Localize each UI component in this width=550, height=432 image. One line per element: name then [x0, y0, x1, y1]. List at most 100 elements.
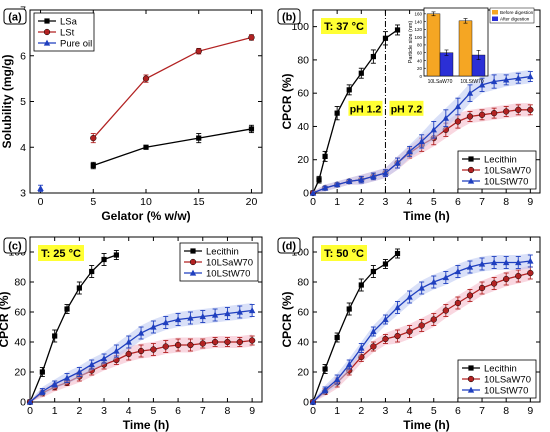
inset-bar — [426, 13, 441, 77]
x-axis-title: Time (h) — [403, 418, 449, 432]
data-point — [503, 275, 510, 283]
y-tick-label: 3 — [20, 188, 26, 200]
series-10lstw70 — [309, 69, 534, 196]
data-point — [382, 335, 389, 343]
data-point — [334, 110, 340, 116]
data-point — [466, 113, 474, 120]
data-point — [478, 284, 486, 292]
panel-tag-box — [277, 237, 301, 254]
panel-tag-box — [3, 8, 27, 25]
x-tick-label: 9 — [249, 405, 255, 417]
data-point — [346, 87, 352, 93]
data-point — [76, 368, 83, 375]
x-tick-label: 2 — [76, 405, 82, 417]
y-tick-label: 80 — [297, 277, 309, 289]
panel-b: 0 1 2 3 4 5 6 7 8 9 0 20 40 60 80 100 Time (h) CPCR (%) (b… — [277, 7, 541, 223]
ph-label-1: pH 1.2 — [350, 103, 382, 115]
legend-swatch-marker — [468, 156, 474, 162]
data-point — [51, 380, 58, 387]
legend-label: 10LStW70 — [484, 386, 528, 397]
data-point — [358, 344, 365, 351]
series-lst — [90, 34, 255, 144]
data-point — [382, 169, 389, 176]
data-point — [442, 274, 450, 281]
y-tick-label: 0 — [303, 188, 309, 200]
data-point — [454, 268, 462, 275]
data-point — [321, 184, 329, 191]
data-point — [382, 316, 389, 323]
y-axis-title: CPCR (%) — [280, 291, 294, 347]
data-point — [248, 126, 255, 132]
data-point — [199, 313, 206, 320]
y-tick-label: 20 — [297, 367, 309, 379]
data-point — [346, 361, 353, 368]
data-point — [515, 272, 522, 280]
series-lecithin — [310, 24, 401, 196]
data-point — [199, 340, 206, 347]
series-line — [92, 36, 252, 139]
y-tick-label: 60 — [297, 307, 309, 319]
ph-label-2: pH 7.2 — [391, 103, 423, 115]
data-point — [382, 35, 389, 41]
x-tick-label: 1 — [52, 405, 58, 417]
inset-y-axis-title: Particle size (nm) — [408, 21, 414, 64]
data-point — [248, 307, 256, 314]
legend-label: Lecithin — [206, 247, 239, 258]
data-point — [370, 172, 377, 179]
legend-swatch-marker — [44, 18, 50, 24]
data-point — [527, 257, 534, 264]
data-point — [113, 347, 120, 354]
legend-swatch-marker — [189, 269, 197, 276]
data-point — [394, 250, 401, 257]
data-point — [478, 81, 486, 88]
data-point — [224, 338, 231, 346]
series-lecithin — [27, 250, 119, 405]
data-point — [527, 269, 534, 277]
x-axis-title: Time (h) — [403, 209, 449, 223]
y-tick-label: 80 — [14, 277, 26, 289]
temperature-label: T: 37 °C — [321, 18, 367, 34]
inset-legend-box — [489, 7, 535, 24]
x-tick-label: 4 — [407, 196, 413, 208]
y-axis-title: Solubility (mg/g) — [0, 55, 14, 149]
data-point — [322, 366, 328, 372]
inset-legend-label: After digestion — [500, 17, 530, 22]
y-axis-title: CPCR (%) — [280, 73, 294, 129]
x-tick-label: 7 — [200, 405, 206, 417]
y-tick-label: 40 — [297, 337, 309, 349]
x-tick-label: 7 — [479, 196, 485, 208]
data-point — [39, 369, 45, 375]
data-point — [490, 280, 498, 287]
legend-swatch-marker — [190, 248, 196, 254]
inset-legend-swatch — [492, 16, 498, 21]
data-point — [454, 118, 462, 125]
x-tick-label: 0 — [310, 405, 316, 417]
data-point — [162, 343, 169, 350]
legend-swatch-marker — [467, 375, 475, 383]
legend-label: Pure oil — [60, 39, 92, 50]
series-line — [93, 128, 252, 167]
data-point — [394, 304, 401, 311]
data-point — [406, 148, 413, 155]
temperature-label-bg — [321, 18, 367, 34]
inset-y-tick-label: 60 — [417, 50, 423, 55]
legend-swatch-marker — [43, 39, 51, 46]
x-tick-label: 3 — [383, 405, 389, 417]
data-point — [527, 73, 534, 80]
data-point — [346, 177, 353, 184]
data-point — [515, 74, 522, 81]
x-tick-label: 6 — [455, 405, 461, 417]
data-point — [88, 361, 95, 368]
data-point — [394, 27, 401, 33]
inset-y-tick-label: 160 — [414, 12, 422, 17]
plot-frame — [29, 236, 263, 403]
data-point — [442, 307, 449, 314]
inset-y-tick-label: 140 — [414, 19, 422, 24]
panel-a: 0510152034567Gelator (% w/w)Solubility (… — [0, 5, 263, 223]
